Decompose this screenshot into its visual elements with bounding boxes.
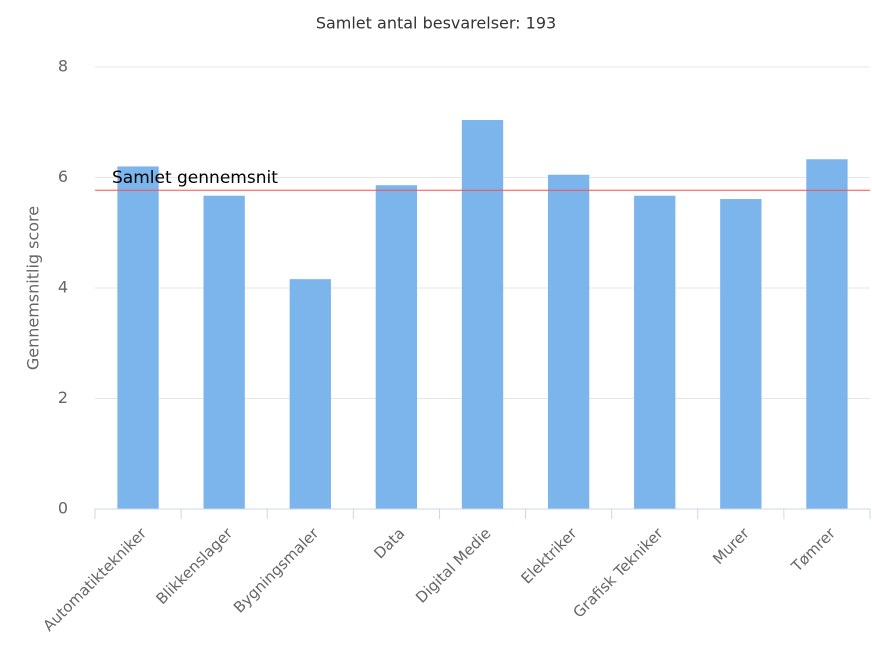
x-tick-label: Data: [370, 524, 408, 562]
y-axis-label: Gennemsnitlig score: [24, 206, 43, 370]
bar: [117, 166, 159, 509]
y-tick-label: 2: [58, 388, 68, 407]
x-tick-label: Automatiktekniker: [39, 524, 150, 635]
bar: [289, 279, 331, 509]
bar: [375, 185, 418, 510]
x-tick-label: Murer: [709, 524, 753, 568]
bar: [634, 195, 676, 510]
bar: [203, 195, 245, 510]
x-tick-label: Digital Medie: [412, 524, 494, 606]
chart-title: Samlet antal besvarelser: 193: [316, 14, 556, 33]
reference-label: Samlet gennemsnit: [112, 168, 278, 188]
bar: [461, 120, 504, 509]
y-tick-label: 0: [58, 499, 68, 518]
y-tick-label: 4: [58, 278, 68, 297]
x-tick-label: Tømrer: [787, 524, 839, 576]
bar: [720, 199, 762, 510]
bar: [806, 159, 848, 509]
x-tick-label: Blikkenslager: [153, 524, 237, 608]
x-tick-label: Elektriker: [517, 524, 581, 588]
bar: [547, 174, 590, 510]
y-tick-label: 8: [58, 57, 68, 76]
y-tick-label: 6: [58, 167, 68, 186]
x-tick-label: Bygningsmaler: [230, 524, 323, 617]
x-tick-label: Grafisk Tekniker: [570, 524, 668, 622]
